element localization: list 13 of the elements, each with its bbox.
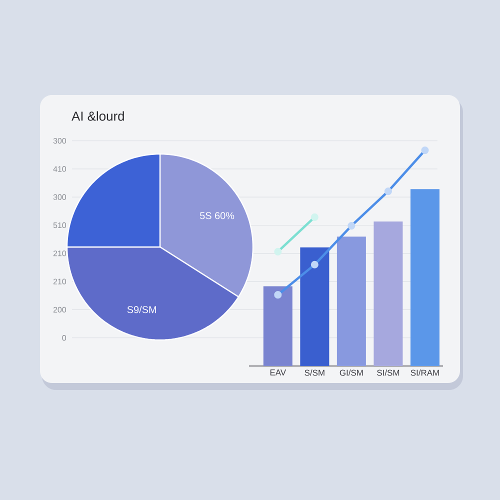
x-tick-label: EAV	[270, 370, 286, 376]
slice-label: 5S 60%	[200, 212, 234, 220]
bar	[374, 221, 403, 366]
bar	[336, 236, 366, 366]
chart-title: AI &lourd	[72, 111, 124, 121]
bar	[263, 286, 292, 366]
bar	[300, 247, 330, 366]
x-tick-label: SI/RAM	[410, 370, 439, 376]
x-tick-label: SI/SM	[377, 370, 400, 376]
x-tick-label: S/SM	[304, 370, 324, 376]
x-tick-label: GI/SM	[340, 370, 363, 376]
bar	[410, 189, 440, 366]
slice-label: S9/SM	[127, 306, 156, 314]
